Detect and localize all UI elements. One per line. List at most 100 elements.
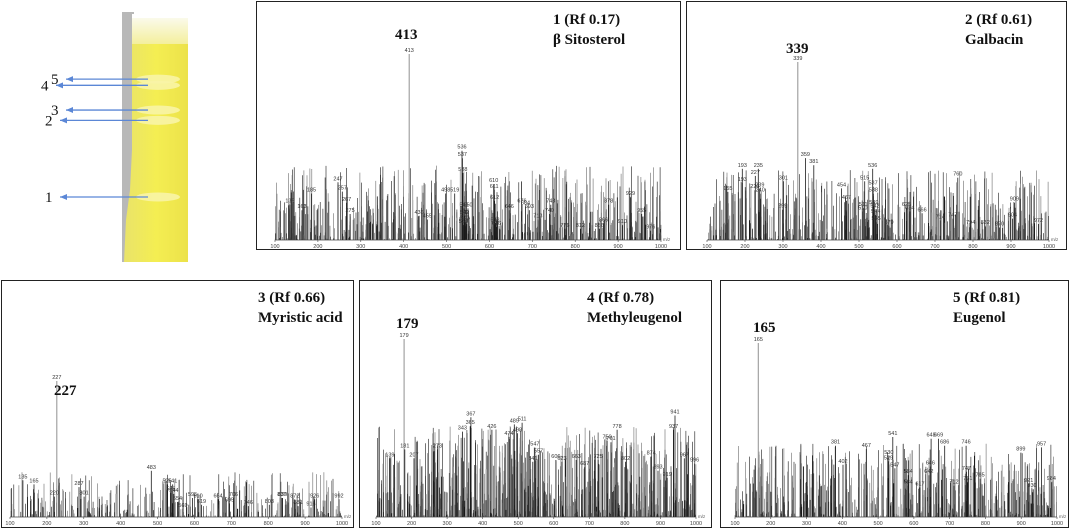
x-unit-label: m/z: [344, 514, 352, 519]
peak-label-541: 541: [888, 431, 897, 437]
tlc-arrowhead-4: [56, 82, 63, 89]
peak-label-163: 163: [297, 204, 306, 210]
peak-label-916: 916: [306, 502, 315, 508]
tlc-spot-label-5: 5: [51, 72, 59, 88]
peak-label-839: 839: [278, 492, 287, 498]
peak-label-921: 921: [1024, 478, 1033, 484]
tlc-spot-label-1: 1: [45, 190, 53, 206]
peak-label-301: 301: [80, 491, 89, 497]
peak-label-539: 539: [869, 200, 878, 206]
panel-3-main-peak: 227: [54, 383, 77, 399]
peak-label-669: 669: [934, 433, 943, 439]
x-tick-label: 400: [478, 521, 487, 527]
spectrum-plot-4: 100 200 300 400 500 600 700 800 900 1000 m/z 179 367…: [371, 333, 706, 527]
panel-3-title-line2: Myristic acid: [258, 310, 343, 326]
peak-label-193: 193: [738, 177, 747, 183]
peak-label-919: 919: [663, 472, 672, 478]
peak-label-547: 547: [530, 442, 539, 448]
peak-label-273: 273: [433, 443, 442, 449]
x-tick-label: 300: [79, 521, 88, 527]
peak-label-663: 663: [572, 454, 581, 460]
peak-label-676: 676: [517, 199, 526, 205]
panel-4-title-line1: 4 (Rf 0.78): [587, 290, 655, 306]
peak-label-967: 967: [680, 452, 689, 458]
peak-label-606: 606: [551, 454, 560, 460]
peak-label-761: 761: [606, 436, 615, 442]
x-tick-label: 200: [766, 521, 775, 527]
spectrum-panel-4: 100 200 300 400 500 600 700 800 900 1000 m/z 179 367…: [359, 280, 712, 528]
x-tick-label: 500: [514, 521, 523, 527]
peak-label-179: 179: [400, 333, 409, 339]
tlc-arrows: [56, 76, 148, 200]
tlc-spot-label-2: 2: [45, 113, 53, 129]
x-unit-label: m/z: [698, 514, 706, 519]
x-tick-label: 500: [153, 521, 162, 527]
peak-label-267: 267: [342, 197, 351, 203]
peak-label-220: 220: [50, 491, 59, 497]
peak-label-595: 595: [188, 492, 197, 498]
peak-label-937: 937: [669, 424, 678, 430]
panel-5-title-line2: Eugenol: [953, 310, 1006, 326]
x-tick-label: 200: [740, 244, 749, 250]
peak-label-625: 625: [902, 202, 911, 208]
peak-label-557: 557: [534, 449, 543, 455]
peak-label-467: 467: [862, 443, 871, 449]
peak-label-275: 275: [346, 208, 355, 214]
peak-label-872: 872: [290, 493, 299, 499]
x-tick-label: 500: [854, 244, 863, 250]
peak-label-870: 870: [995, 222, 1004, 228]
peak-label-642: 642: [924, 469, 933, 475]
peak-label-343: 343: [458, 426, 467, 432]
peak-label-227: 227: [751, 170, 760, 176]
x-tick-label: 1000: [1051, 521, 1063, 527]
tlc-spot-label-4: 4: [41, 78, 49, 94]
peak-label-743: 743: [546, 199, 555, 205]
peak-label-543: 543: [460, 215, 469, 221]
peak-label-802: 802: [621, 456, 630, 462]
x-tick-label: 400: [116, 521, 125, 527]
peak-label-926: 926: [310, 493, 319, 499]
peak-label-165: 165: [29, 478, 38, 484]
peak-label-547: 547: [890, 462, 899, 468]
peak-label-367: 367: [466, 411, 475, 417]
peak-label-996: 996: [690, 458, 699, 464]
peak-label-803: 803: [265, 499, 274, 505]
peak-label-413: 413: [405, 48, 414, 54]
peak-label-866: 866: [599, 217, 608, 223]
peak-label-227: 227: [52, 375, 61, 381]
peak-label-910: 910: [618, 219, 627, 225]
peak-label-856: 856: [595, 223, 604, 229]
peak-label-426: 426: [487, 424, 496, 430]
peak-label-617: 617: [915, 481, 924, 487]
peak-label-539: 539: [459, 219, 468, 225]
x-tick-label: 700: [585, 521, 594, 527]
peak-label-713: 713: [533, 214, 542, 220]
x-tick-label: 100: [702, 244, 711, 250]
peak-label-536: 536: [868, 163, 877, 169]
panel-1-title-line2: β Sitosterol: [553, 32, 626, 48]
peak-label-725: 725: [594, 454, 603, 460]
noise-peaks: [274, 165, 662, 240]
peak-label-778: 778: [613, 424, 622, 430]
peak-label-616: 616: [492, 221, 501, 227]
tlc-spot-3: [136, 105, 180, 115]
tlc-spot-1: [136, 192, 180, 202]
x-tick-label: 800: [571, 244, 580, 250]
peak-label-706: 706: [229, 492, 238, 498]
x-tick-label: 900: [614, 244, 623, 250]
tlc-spot-label-3: 3: [51, 103, 59, 119]
tlc-spot-2: [136, 115, 180, 125]
peak-label-579: 579: [884, 220, 893, 226]
x-tick-label: 1000: [655, 244, 667, 250]
peak-label-893: 893: [653, 465, 662, 471]
peak-label-474: 474: [504, 431, 513, 437]
x-tick-label: 1000: [690, 521, 702, 527]
peak-label-511: 511: [518, 417, 527, 423]
peak-label-185: 185: [307, 188, 316, 194]
spectrum-plot-2: 100 200 300 400 500 600 700 800 900 1000 m/z 339 359…: [702, 56, 1059, 250]
peak-label-610: 610: [194, 493, 203, 499]
x-tick-label: 900: [1006, 244, 1015, 250]
peak-label-693: 693: [525, 204, 534, 210]
peak-label-544: 544: [169, 488, 178, 494]
